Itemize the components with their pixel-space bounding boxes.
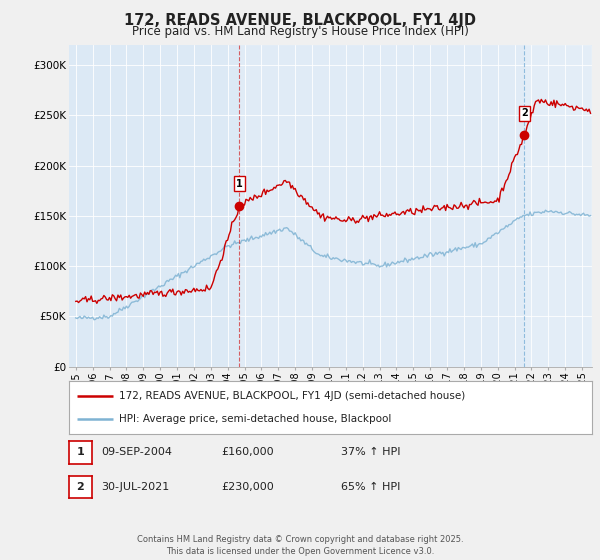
Text: Price paid vs. HM Land Registry's House Price Index (HPI): Price paid vs. HM Land Registry's House … — [131, 25, 469, 39]
Text: 2: 2 — [77, 482, 84, 492]
Text: 65% ↑ HPI: 65% ↑ HPI — [341, 482, 400, 492]
Text: 37% ↑ HPI: 37% ↑ HPI — [341, 447, 400, 458]
Text: Contains HM Land Registry data © Crown copyright and database right 2025.
This d: Contains HM Land Registry data © Crown c… — [137, 535, 463, 556]
Text: 172, READS AVENUE, BLACKPOOL, FY1 4JD (semi-detached house): 172, READS AVENUE, BLACKPOOL, FY1 4JD (s… — [119, 391, 465, 401]
Text: 1: 1 — [236, 179, 243, 189]
Bar — [524, 45, 590, 367]
Text: 30-JUL-2021: 30-JUL-2021 — [101, 482, 169, 492]
Text: 09-SEP-2004: 09-SEP-2004 — [101, 447, 172, 458]
Text: HPI: Average price, semi-detached house, Blackpool: HPI: Average price, semi-detached house,… — [119, 414, 391, 424]
Text: 172, READS AVENUE, BLACKPOOL, FY1 4JD: 172, READS AVENUE, BLACKPOOL, FY1 4JD — [124, 13, 476, 28]
Text: £230,000: £230,000 — [221, 482, 274, 492]
Text: 2: 2 — [521, 108, 528, 118]
Text: £160,000: £160,000 — [221, 447, 274, 458]
Bar — [239, 45, 590, 367]
Text: 1: 1 — [77, 447, 84, 458]
